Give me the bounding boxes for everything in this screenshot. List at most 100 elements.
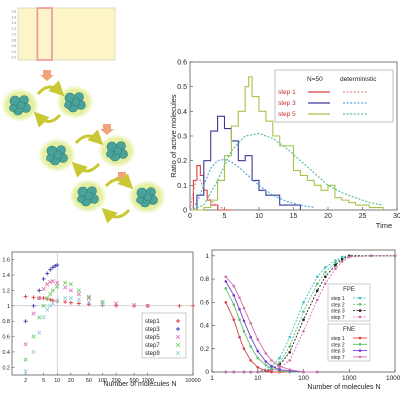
y-tick-label: 0.2 (200, 346, 209, 353)
legend-entry-label: step 5 (278, 111, 296, 118)
data-point (302, 310, 305, 313)
panel-e-fpe-fne: 1 10 100 1000 10000 0 0.2 0.4 0.6 0.8 1 Number of m… (200, 249, 400, 391)
data-point (238, 335, 241, 339)
molecule-blob (77, 195, 85, 203)
y-tick-label: 0.4 (200, 323, 209, 330)
data-point (224, 300, 228, 304)
molecule-blob (46, 154, 54, 162)
data-point (242, 347, 246, 351)
data-point (63, 299, 68, 304)
x-tick-label: 50 (86, 378, 92, 384)
legend-entry-label: step 3 (331, 349, 345, 355)
x-tick-label: 10000 (386, 375, 400, 382)
data-point (41, 286, 46, 292)
legend-marker (358, 355, 362, 359)
legend-marker (358, 349, 362, 352)
data-point (50, 298, 55, 303)
data-point (48, 267, 53, 272)
data-point (369, 254, 373, 258)
data-point (45, 307, 50, 312)
legend-entry-label: step 1 (278, 89, 296, 96)
legend-entry-label: step9 (145, 351, 160, 357)
data-point (232, 294, 236, 297)
data-point (31, 334, 36, 339)
data-point (270, 364, 273, 368)
data-point (256, 349, 260, 353)
x-tick-label: 20 (68, 378, 74, 384)
legend-box (327, 323, 371, 362)
data-point (50, 279, 55, 284)
legend-title: FNE (343, 327, 355, 333)
legend-swatch (175, 342, 181, 348)
data-point (41, 303, 46, 308)
y-tick-label: 1 (205, 253, 209, 260)
data-point (242, 330, 246, 333)
data-point (76, 301, 81, 306)
legend-entry-label: step 3 (331, 309, 345, 315)
activation-arrow (36, 80, 65, 97)
data-point (68, 296, 73, 301)
data-point (41, 296, 46, 301)
data-point (31, 295, 36, 300)
data-point (23, 294, 28, 299)
data-point (232, 284, 236, 288)
data-point (37, 296, 42, 301)
molecule-blob (113, 146, 123, 156)
molecule-blob (71, 97, 81, 107)
data-point (324, 266, 327, 269)
legend-entry-label: step3 (145, 327, 160, 333)
data-point (288, 345, 292, 348)
data-point (68, 282, 73, 287)
x-axis-label: Number of molecules N (307, 384, 380, 391)
x-tick-label: 1000 (142, 378, 154, 384)
y-tick-label: 0.2 (177, 158, 187, 165)
y-tick-label: 0.1 (177, 183, 187, 190)
legend-header: deterministic (340, 76, 377, 83)
data-point (23, 319, 28, 324)
data-point (315, 298, 319, 302)
data-point (288, 335, 292, 339)
data-point (132, 302, 137, 308)
data-point (63, 280, 68, 285)
y-tick-label: 0.6 (177, 60, 187, 67)
data-point (324, 282, 327, 285)
data-point (224, 275, 228, 279)
y-tick-label: 0.5 (177, 84, 187, 91)
data-point (48, 292, 53, 297)
strip-ytick-label: 1.6 (12, 15, 17, 19)
data-point (347, 255, 351, 259)
data-point (55, 284, 60, 289)
x-tick-label: 25 (359, 213, 367, 220)
data-point (270, 359, 273, 362)
legend-box (274, 69, 394, 123)
legend-title: FPE (343, 287, 355, 293)
data-point (340, 260, 344, 263)
legend-box (327, 283, 371, 322)
data-point (53, 263, 58, 268)
strip-ytick-label: 1.2 (12, 27, 17, 31)
data-point (288, 359, 292, 362)
x-tick-label: 1000 (342, 375, 357, 382)
data-point (45, 271, 50, 276)
legend-swatch (176, 327, 180, 331)
legend-swatch (175, 334, 181, 340)
data-point (50, 301, 55, 306)
series-line (225, 288, 318, 373)
data-point (224, 280, 228, 283)
strip-ytick-label: 1.0 (12, 33, 17, 37)
molecule-blob (143, 192, 153, 202)
molecule-blob (136, 196, 144, 204)
data-point (31, 349, 36, 355)
legend-entry-label: step 2 (331, 302, 345, 308)
data-point (76, 288, 81, 293)
data-point (270, 367, 273, 370)
data-point (264, 369, 268, 373)
molecule-inactive (1, 88, 39, 122)
legend-marker (358, 309, 362, 312)
data-point (242, 306, 246, 310)
deactivation-arrow (33, 111, 62, 128)
data-point (256, 338, 260, 341)
y-tick-label: 1.2 (2, 288, 10, 294)
panel-c-time-series: 0 5 10 15 20 25 30 0 0.1 0.2 0.3 0.4 0.5 0.6 Ratio of … (169, 60, 400, 231)
